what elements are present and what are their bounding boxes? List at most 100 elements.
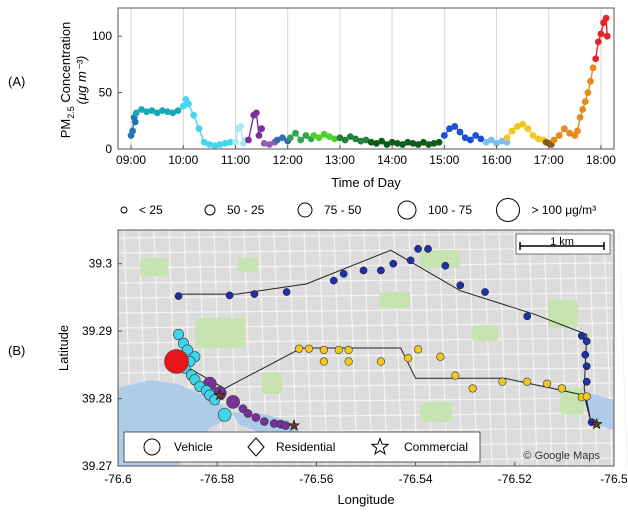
- timeseries-point: [508, 127, 516, 135]
- timeseries-point: [352, 135, 359, 143]
- timeseries-point: [529, 132, 537, 139]
- timeseries-y-tick-label: 50: [99, 86, 113, 100]
- map-point-purple: [226, 395, 240, 409]
- timeseries-point: [164, 108, 172, 116]
- map-x-tick-label: -76.6: [104, 472, 132, 486]
- timeseries-x-tick-label: 15:00: [429, 153, 459, 167]
- timeseries-series-group: [503, 120, 547, 144]
- timeseries-point: [153, 109, 161, 117]
- timeseries-x-tick-label: 18:00: [586, 153, 616, 167]
- map-point-blue: [441, 261, 450, 270]
- timeseries-point: [482, 138, 490, 146]
- timeseries-point: [574, 127, 581, 135]
- map-commercial-star: [287, 419, 301, 431]
- map-street: [528, 229, 538, 467]
- timeseries-point: [315, 134, 323, 142]
- map-point-yellow: [451, 371, 460, 380]
- map-y-tick-label: 39.3: [89, 257, 113, 271]
- map-street: [468, 229, 478, 467]
- size-legend-circle: [496, 198, 520, 222]
- map-street: [117, 352, 615, 359]
- timeseries-point: [341, 136, 349, 144]
- map-point-yellow: [334, 345, 343, 355]
- timeseries-x-tick-label: 10:00: [168, 153, 198, 167]
- map-point-yellow: [294, 344, 304, 353]
- y-axis-label-rest: Concentration: [58, 22, 73, 107]
- map-point-purple: [251, 413, 261, 422]
- timeseries-x-tick-label: 09:00: [116, 153, 146, 167]
- timeseries-point: [514, 123, 521, 130]
- timeseries-point: [602, 14, 610, 22]
- timeseries-point: [446, 125, 453, 133]
- timeseries-point: [237, 123, 245, 130]
- timeseries-point: [260, 139, 268, 147]
- map-point-yellow: [319, 345, 328, 355]
- size-legend-circle: [204, 204, 216, 216]
- map-point-yellow: [582, 392, 591, 401]
- size-legend-label: 75 - 50: [324, 203, 362, 217]
- map-attribution: © Google Maps: [523, 450, 600, 462]
- map-point-blue: [174, 292, 183, 300]
- legend-residential-label: Residential: [276, 440, 335, 454]
- map-point-purple: [260, 417, 269, 426]
- map-street: [117, 367, 615, 374]
- map-park: [380, 292, 410, 308]
- timeseries-point: [266, 141, 273, 148]
- map-point-purple: [281, 421, 290, 430]
- map-x-tick-label: -76.56: [299, 472, 333, 486]
- map-point-blue: [389, 259, 398, 268]
- map-y-axis-label: Latitude: [56, 325, 71, 371]
- timeseries-point: [158, 107, 166, 115]
- map-point-blue: [481, 288, 489, 296]
- timeseries-axis-ticks: 09:00 10:00 11:00 12:00 13:00 14:00 15:00 16:00…: [92, 29, 616, 167]
- map-x-tick-label: -76.54: [399, 472, 433, 486]
- map-point-blue: [582, 377, 591, 386]
- timeseries-point: [367, 138, 375, 146]
- timeseries-point: [143, 108, 151, 116]
- timeseries-point: [399, 141, 406, 148]
- timeseries-y-axis-label: PM2.5 Concentration (μg m⁻³): [58, 22, 89, 139]
- map-point-blue: [523, 312, 532, 321]
- timeseries-point: [279, 134, 286, 142]
- map-street: [408, 229, 418, 467]
- timeseries-point: [592, 55, 600, 63]
- timeseries-point: [420, 138, 427, 146]
- map-commercial-star: [213, 388, 226, 401]
- map-x-tick-label: -76.52: [498, 472, 532, 486]
- timeseries-point: [430, 139, 438, 147]
- timeseries-point: [561, 125, 568, 133]
- timeseries-series-group: [232, 123, 250, 147]
- map-point-blue: [582, 337, 591, 346]
- timeseries-point: [200, 138, 208, 146]
- timeseries-x-tick-label: 11:00: [221, 153, 250, 167]
- legend-diamond-icon: [247, 437, 265, 457]
- map-point-blue: [456, 281, 465, 290]
- size-legend-label: < 25: [139, 203, 163, 217]
- timeseries-point: [297, 136, 305, 144]
- legend-star-icon: [370, 437, 390, 456]
- timeseries-point: [414, 141, 422, 148]
- map-street: [423, 229, 433, 467]
- timeseries-point: [310, 132, 318, 139]
- timeseries-series: [127, 14, 611, 150]
- map-point-blue: [359, 266, 368, 275]
- timeseries-point: [461, 134, 469, 142]
- timeseries-point: [195, 125, 203, 133]
- panel-b-label: (B): [8, 343, 25, 358]
- timeseries-x-tick-label: 13:00: [325, 153, 355, 167]
- y-axis-label-units: (μg m⁻³): [74, 56, 89, 105]
- timeseries-point: [226, 138, 234, 146]
- timeseries-point: [179, 102, 187, 110]
- timeseries-x-tick-label: 12:00: [273, 153, 303, 167]
- timeseries-point: [493, 139, 500, 147]
- timeseries-point: [451, 123, 459, 130]
- y-axis-label-line1: PM2.5 Concentration: [58, 22, 76, 139]
- map-street: [117, 307, 615, 314]
- map-point-cyan: [217, 407, 232, 422]
- timeseries-point: [273, 136, 281, 144]
- timeseries-point: [245, 136, 252, 144]
- timeseries-point: [252, 109, 260, 117]
- map-point-yellow: [319, 357, 328, 366]
- map-measurement-points: [164, 245, 603, 431]
